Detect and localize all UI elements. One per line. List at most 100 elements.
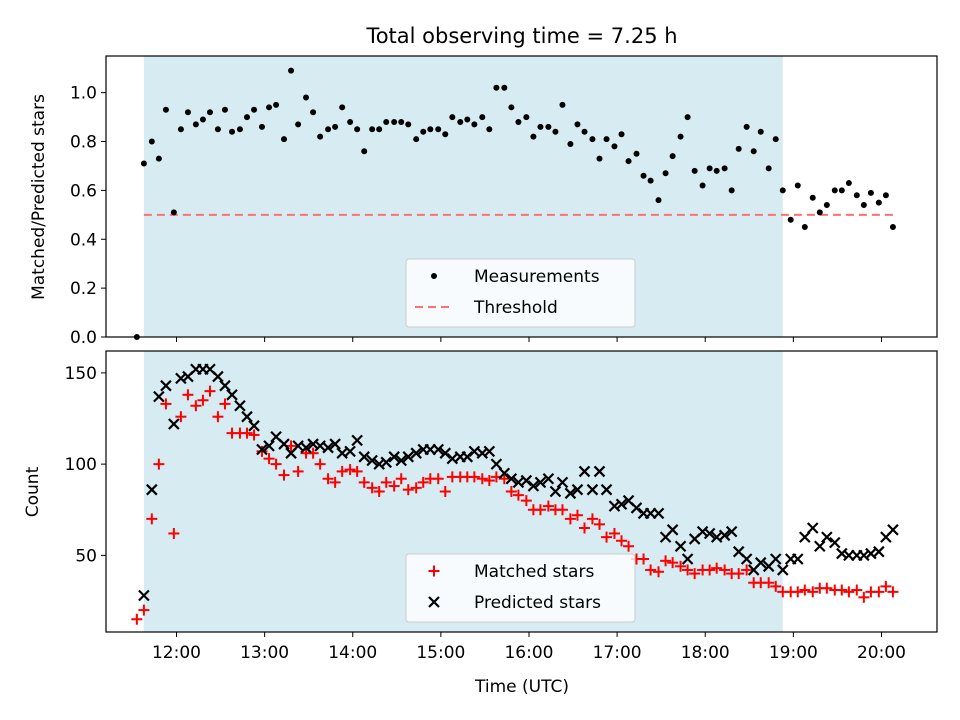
- predicted-stars-point: [505, 472, 518, 485]
- matched-stars-point: [858, 591, 870, 603]
- predicted-stars-point: [821, 531, 833, 543]
- matched-stars-point: [542, 500, 554, 512]
- predicted-stars-point: [432, 443, 445, 456]
- measurement-point: [339, 104, 346, 111]
- measurement-point: [508, 104, 515, 111]
- predicted-stars-point: [828, 536, 841, 549]
- measurement-point: [523, 114, 530, 121]
- measurement-point: [457, 118, 464, 125]
- y-tick-label: 50: [75, 546, 97, 566]
- predicted-stars-point: [490, 458, 503, 470]
- measurement-point: [765, 165, 772, 172]
- predicted-stars-point: [410, 447, 422, 459]
- measurement-point: [420, 128, 427, 135]
- measurement-point: [376, 126, 383, 133]
- legend-box: [405, 553, 636, 623]
- matched-stars-point: [278, 469, 290, 481]
- matched-stars-point: [843, 586, 855, 598]
- measurement-point: [177, 126, 184, 133]
- measurement-point: [633, 150, 640, 157]
- legend-label: Predicted stars: [474, 593, 601, 613]
- measurement-point: [647, 177, 654, 184]
- measurement-point: [596, 155, 603, 162]
- measurement-point: [199, 116, 206, 123]
- matched-stars-point: [131, 613, 143, 625]
- measurement-point: [471, 121, 478, 128]
- predicted-stars-point: [556, 476, 569, 489]
- legend-label: Matched stars: [474, 562, 594, 582]
- matched-stars-point: [556, 504, 568, 516]
- matched-stars-point: [571, 509, 583, 521]
- matched-stars-point: [388, 480, 400, 492]
- matched-stars-point: [241, 427, 253, 439]
- matched-stars-point: [402, 484, 414, 496]
- measurement-point: [170, 209, 177, 216]
- ratio-panel: 0.0 0.2 0.4 0.6 0.8 1.0 Measurements Threshold: [70, 55, 938, 348]
- matched-stars-point: [168, 527, 180, 539]
- predicted-stars-point: [146, 483, 158, 496]
- measurement-point: [809, 194, 816, 201]
- measurement-point: [162, 106, 169, 113]
- matched-stars-point: [263, 453, 275, 465]
- measurement-point: [266, 104, 273, 111]
- measurement-point: [618, 131, 625, 138]
- measurement-point: [413, 136, 420, 143]
- measurement-point: [889, 224, 896, 231]
- y-tick-label: 0.8: [70, 133, 97, 153]
- measurement-point: [258, 123, 265, 130]
- measurement-point: [757, 128, 764, 135]
- predicted-stars-point: [858, 549, 870, 562]
- measurement-point: [743, 123, 750, 130]
- measurement-point: [221, 106, 228, 113]
- measurement-point: [435, 126, 442, 133]
- matched-stars-point: [616, 535, 628, 547]
- predicted-stars-point: [366, 454, 378, 467]
- predicted-stars-point: [806, 522, 819, 534]
- measurement-point: [823, 202, 830, 209]
- predicted-stars-point: [248, 420, 260, 432]
- measurement-point: [206, 109, 213, 116]
- matched-stars-point: [689, 568, 701, 580]
- matched-stars-point: [329, 476, 341, 488]
- matched-stars-point: [160, 398, 172, 410]
- matched-stars-point: [799, 584, 811, 596]
- measurement-point: [603, 136, 610, 143]
- predicted-stars-point: [256, 443, 268, 456]
- matched-stars-point: [395, 473, 407, 485]
- measurement-point: [184, 109, 191, 116]
- axes-frame: [105, 55, 938, 338]
- measurement-point: [288, 67, 295, 74]
- predicted-stars-point: [234, 399, 246, 412]
- predicted-stars-point: [380, 456, 393, 469]
- measurement-point: [229, 128, 236, 135]
- y-tick-label: 0.2: [70, 279, 97, 299]
- matched-stars-point: [248, 429, 260, 441]
- predicted-stars-point: [160, 379, 172, 392]
- matched-stars-point: [146, 513, 158, 525]
- matched-stars-point: [667, 557, 679, 569]
- predicted-stars-point: [527, 480, 540, 492]
- predicted-stars-point: [615, 498, 628, 511]
- measurement-point: [625, 158, 632, 165]
- predicted-stars-point: [219, 379, 231, 392]
- measurement-point: [875, 199, 882, 206]
- matched-stars-point: [873, 586, 885, 598]
- predicted-stars-point: [777, 564, 789, 576]
- measurement-point: [801, 224, 808, 231]
- axes-frame: [105, 350, 938, 633]
- predicted-stars-point: [703, 527, 716, 540]
- y-tick-label: 100: [65, 455, 97, 475]
- measurement-point: [486, 126, 493, 133]
- measurement-point: [838, 187, 845, 194]
- x-tick-label: 19:00: [769, 643, 818, 663]
- matched-stars-point: [351, 465, 363, 477]
- measurement-point: [867, 189, 874, 196]
- matched-stars-point: [190, 400, 202, 412]
- matched-stars-point: [307, 447, 319, 459]
- matched-stars-point: [880, 580, 892, 592]
- measurement-point: [442, 131, 449, 138]
- predicted-stars-point: [887, 524, 899, 536]
- measurement-point: [192, 121, 199, 128]
- measurement-point: [691, 167, 698, 174]
- y-tick-label: 0.4: [70, 230, 97, 250]
